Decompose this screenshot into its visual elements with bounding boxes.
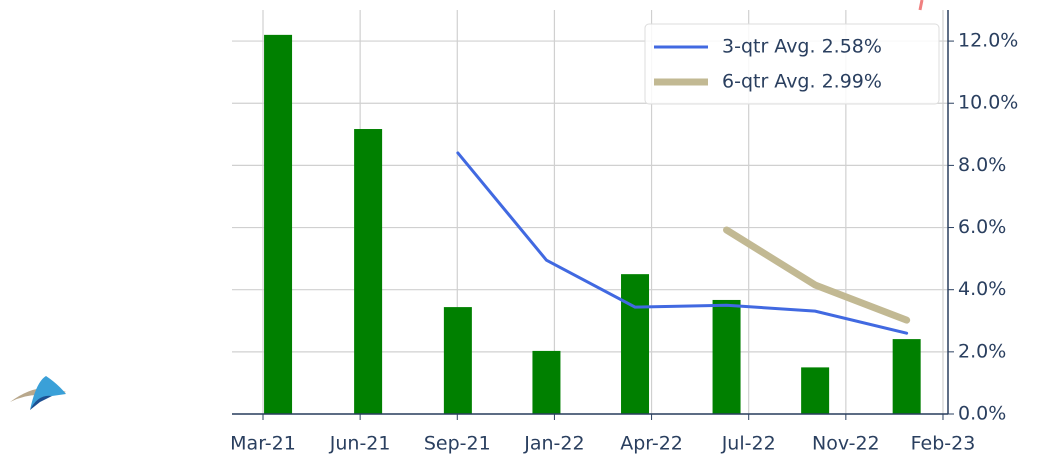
bar <box>712 299 741 414</box>
legend: 3-qtr Avg. 2.58% 6-qtr Avg. 2.99% <box>644 23 940 105</box>
bar <box>354 129 383 415</box>
legend-box <box>644 23 940 105</box>
bar <box>801 367 830 414</box>
line-series <box>723 226 911 324</box>
x-tick-label: Apr-22 <box>620 433 683 455</box>
x-tick-label: Jan-22 <box>523 433 584 455</box>
y-tick-label: 2.0% <box>958 340 1006 362</box>
x-tick-label: Jun-21 <box>329 433 391 455</box>
decoration <box>918 0 924 11</box>
logo <box>10 376 66 410</box>
bar <box>443 307 472 414</box>
x-tick-label: Nov-22 <box>812 433 880 455</box>
y-tick-label: 10.0% <box>958 92 1018 114</box>
legend-label: 6-qtr Avg. 2.99% <box>722 71 882 93</box>
x-tick-label: Feb-23 <box>911 433 976 455</box>
bar <box>532 350 561 414</box>
line-series <box>456 151 909 335</box>
y-tick-label: 4.0% <box>958 278 1006 300</box>
y-tick-label: 0.0% <box>958 403 1006 425</box>
x-tick-label: Jul-22 <box>721 433 776 455</box>
y-tick-label: 6.0% <box>958 216 1006 238</box>
y-tick-label: 12.0% <box>958 30 1018 52</box>
y-tick-label: 8.0% <box>958 154 1006 176</box>
legend-label: 3-qtr Avg. 2.58% <box>722 36 882 58</box>
bar <box>892 339 921 414</box>
bar <box>264 34 293 414</box>
bar <box>621 274 650 414</box>
x-tick-label: Sep-21 <box>424 433 491 455</box>
x-tick-label: Mar-21 <box>230 433 296 455</box>
